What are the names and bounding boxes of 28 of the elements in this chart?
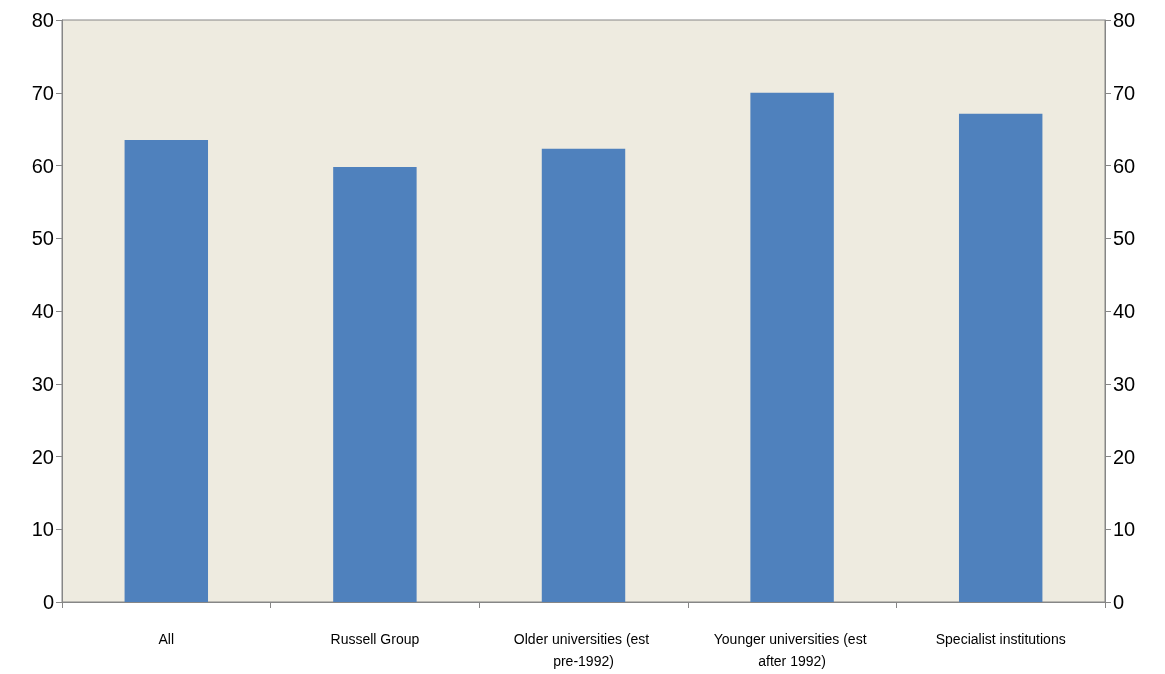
x-tick-label: Younger universities (est after 1992) [713,631,871,669]
x-tick-label: Specialist institutions [935,631,1066,647]
bar [958,113,1043,602]
y2-tick-label: 50 [1113,227,1136,250]
y-tick-label: 30 [31,372,54,395]
y2-tick-label: 20 [1113,445,1136,468]
x-tick-label: Russell Group [330,631,420,647]
y2-tick-label: 60 [1113,154,1136,177]
y-tick-label: 50 [31,227,54,250]
y2-tick-label: 0 [1113,591,1125,613]
y2-tick-label: 80 [1113,9,1136,31]
x-tick-label: Older universities (est pre-1992) [513,631,654,669]
y-tick-label: 80 [31,9,54,31]
y2-tick-label: 70 [1113,81,1136,104]
x-tick-label: All [158,631,175,647]
bar [333,166,417,602]
y2-tick-label: 10 [1113,518,1136,541]
y-tick-label: 20 [31,445,54,468]
bar [124,140,209,602]
bar [750,92,834,602]
y2-tick-label: 30 [1113,372,1136,395]
y-tick-label: 0 [42,591,54,613]
y-tick-label: 70 [31,81,54,104]
y2-tick-label: 40 [1113,300,1136,322]
y-tick-label: 40 [31,300,54,322]
y-tick-label: 60 [31,154,54,177]
bar [541,148,626,602]
y-tick-label: 10 [31,518,54,541]
